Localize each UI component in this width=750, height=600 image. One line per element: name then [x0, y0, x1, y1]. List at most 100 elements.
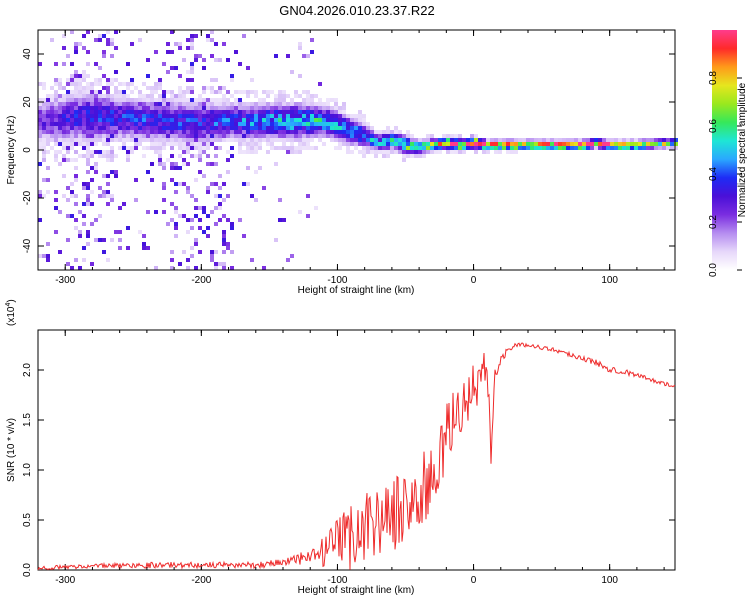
- spectrogram-cell: [438, 150, 442, 154]
- spectrogram-cell: [246, 94, 250, 98]
- spectrogram-cell: [174, 234, 178, 238]
- spectrogram-cell: [630, 146, 634, 150]
- spectrogram-cell: [286, 146, 290, 150]
- spectrogram-cell: [118, 126, 122, 130]
- spectrogram-cell: [182, 114, 186, 118]
- spectrogram-cell: [194, 134, 198, 138]
- spectrogram-cell: [174, 226, 178, 230]
- spectrogram-cell: [94, 106, 98, 110]
- spectrogram-cell: [74, 98, 78, 102]
- spectrogram-cell: [122, 142, 126, 146]
- spectrogram-cell: [334, 126, 338, 130]
- spectrogram-cell: [58, 110, 62, 114]
- spectrogram-cell: [218, 138, 222, 142]
- spectrogram-cell: [138, 90, 142, 94]
- spectrogram-cell: [106, 174, 110, 178]
- spectrogram-cell: [310, 94, 314, 98]
- spectrogram-cell: [82, 246, 86, 250]
- spectrogram-cell: [306, 134, 310, 138]
- spectrogram-cell: [110, 114, 114, 118]
- spectrogram-cell: [198, 138, 202, 142]
- spectrogram-cell: [254, 142, 258, 146]
- spectrogram-cell: [38, 106, 42, 110]
- spectrogram-cell: [290, 70, 294, 74]
- spectrogram-cell: [226, 58, 230, 62]
- spectrogram-cell: [306, 214, 310, 218]
- spectrogram-cell: [158, 94, 162, 98]
- spectrogram-cell: [434, 142, 438, 146]
- spectrogram-cell: [86, 158, 90, 162]
- snr-panel: -300 -200 -100 0 100 0.00.51.01.52.0 Height …: [5, 299, 676, 596]
- spectrogram-cell: [170, 218, 174, 222]
- spectrogram-cell: [170, 250, 174, 254]
- spectrogram-cell: [214, 250, 218, 254]
- spectrogram-cell: [106, 102, 110, 106]
- spectrogram-cell: [562, 146, 566, 150]
- spectrogram-cell: [78, 102, 82, 106]
- spectrogram-cell: [110, 134, 114, 138]
- spectrogram-cell: [310, 50, 314, 54]
- spectrogram-cell: [126, 138, 130, 142]
- spectrogram-cell: [654, 138, 658, 142]
- spectrogram-cell: [162, 90, 166, 94]
- spectrogram-cell: [338, 142, 342, 146]
- spectrogram-cell: [182, 250, 186, 254]
- spectrogram-cell: [110, 126, 114, 130]
- spectrogram-cell: [178, 106, 182, 110]
- spectrogram-cell: [78, 86, 82, 90]
- spectrogram-cell: [42, 150, 46, 154]
- spectrogram-cell: [46, 138, 50, 142]
- spectrogram-cell: [322, 134, 326, 138]
- spectrogram-cell: [86, 82, 90, 86]
- spectrogram-cell: [486, 142, 490, 146]
- spectrogram-cell: [214, 126, 218, 130]
- spectrogram-cell: [150, 130, 154, 134]
- snr-y-axis-label: SNR (10 * v/v): [6, 418, 17, 482]
- spectrogram-cell: [86, 122, 90, 126]
- spectrogram-cell: [74, 226, 78, 230]
- spectrogram-cell: [474, 138, 478, 142]
- spectrogram-cell: [198, 114, 202, 118]
- spectrogram-cell: [202, 90, 206, 94]
- spectrogram-cell: [258, 134, 262, 138]
- spectrogram-cell: [646, 146, 650, 150]
- spectrogram-cell: [158, 106, 162, 110]
- spectrogram-cell: [46, 134, 50, 138]
- spectrogram-cell: [306, 118, 310, 122]
- spectrogram-cell: [210, 54, 214, 58]
- spectrogram-cell: [186, 134, 190, 138]
- spectrogram-cell: [166, 222, 170, 226]
- spectrogram-cell: [154, 114, 158, 118]
- spectrogram-cell: [206, 118, 210, 122]
- spectrogram-cell: [170, 90, 174, 94]
- spectrogram-cell: [498, 146, 502, 150]
- spectrogram-cell: [258, 130, 262, 134]
- spectrogram-cell: [222, 234, 226, 238]
- spectrogram-cell: [74, 130, 78, 134]
- spectrogram-cell: [294, 146, 298, 150]
- spectrogram-cell: [330, 126, 334, 130]
- spectrogram-cell: [514, 138, 518, 142]
- spectrogram-cell: [126, 118, 130, 122]
- spectrogram-cell: [70, 158, 74, 162]
- spectrogram-cell: [210, 130, 214, 134]
- spectrogram-cell: [178, 90, 182, 94]
- spectrogram-cell: [50, 134, 54, 138]
- spectrogram-cell: [146, 86, 150, 90]
- spectrogram-cell: [82, 106, 86, 110]
- spectrogram-cell: [82, 142, 86, 146]
- spectrogram-cell: [282, 102, 286, 106]
- spectrogram-cell: [278, 126, 282, 130]
- spectrogram-cell: [46, 166, 50, 170]
- spectrogram-cell: [250, 114, 254, 118]
- spectrogram-cell: [446, 150, 450, 154]
- spectrogram-cell: [366, 142, 370, 146]
- spectrogram-cell: [42, 114, 46, 118]
- spectrogram-cell: [230, 78, 234, 82]
- spectrogram-cell: [106, 130, 110, 134]
- spectrogram-cell: [82, 110, 86, 114]
- spectrogram-cell: [318, 114, 322, 118]
- spectrogram-cell: [102, 138, 106, 142]
- spectrogram-cell: [146, 210, 150, 214]
- spectrogram-cell: [90, 202, 94, 206]
